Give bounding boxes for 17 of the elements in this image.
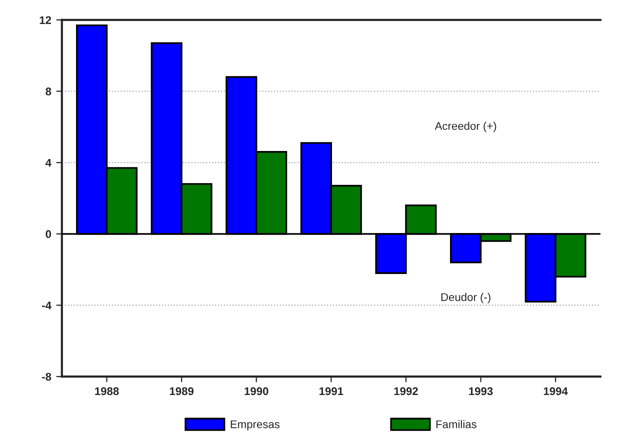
y-tick-label: -8 bbox=[42, 372, 52, 381]
x-tick-label: 1992 bbox=[394, 387, 418, 396]
y-tick-label: 4 bbox=[45, 158, 52, 167]
x-tick-label: 1994 bbox=[544, 387, 568, 396]
legend-label: Empresas bbox=[230, 420, 280, 430]
x-tick-label: 1988 bbox=[95, 387, 119, 396]
y-tick-label: 12 bbox=[40, 16, 52, 24]
annotation: Acreedor (+) bbox=[434, 122, 496, 132]
x-tick-label: 1991 bbox=[320, 387, 344, 396]
x-tick-label: 1990 bbox=[244, 387, 268, 396]
y-tick-label: 8 bbox=[46, 88, 52, 96]
annotation: Deudor (-) bbox=[441, 292, 490, 304]
x-tick-label: 1989 bbox=[170, 387, 194, 396]
y-tick-label: 0 bbox=[46, 230, 52, 238]
legend-label: Familias bbox=[436, 420, 476, 428]
x-tick-label: 1993 bbox=[469, 387, 493, 396]
y-tick-label: -4 bbox=[42, 302, 52, 310]
